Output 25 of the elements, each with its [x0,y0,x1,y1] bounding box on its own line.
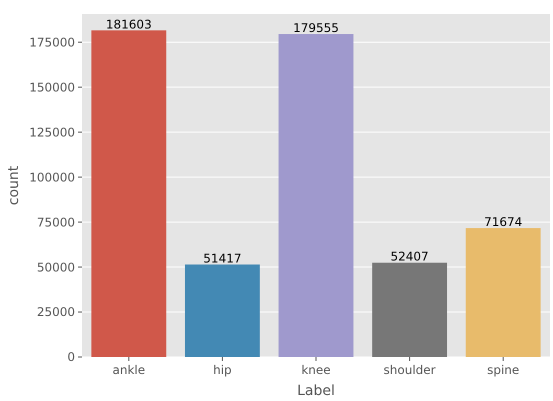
data-label: 51417 [203,252,242,266]
data-label: 179555 [293,21,339,36]
data-label: 181603 [106,17,152,32]
y-tick-label: 175000 [29,35,75,50]
x-axis-title: Label [297,383,335,399]
x-tick-label: shoulder [384,363,436,377]
y-tick-label: 50000 [36,260,75,274]
y-axis-title: count [6,165,22,206]
y-tick-label: 25000 [36,305,75,320]
bar [372,262,448,357]
y-tick-label: 125000 [29,125,75,140]
data-label: 71674 [484,215,522,230]
y-tick-label: 150000 [29,80,75,94]
bar [184,264,260,357]
y-tick-label: 75000 [36,215,75,230]
x-tick-label: hip [213,363,232,377]
x-tick-label: ankle [112,363,146,377]
y-tick-label: 100000 [29,170,75,184]
bar [91,30,166,357]
data-label: 52407 [390,250,429,264]
bar [466,228,541,357]
y-tick-label: 0 [67,350,75,364]
x-tick-label: knee [301,363,331,377]
bar [278,34,354,357]
x-tick-label: spine [487,363,520,377]
